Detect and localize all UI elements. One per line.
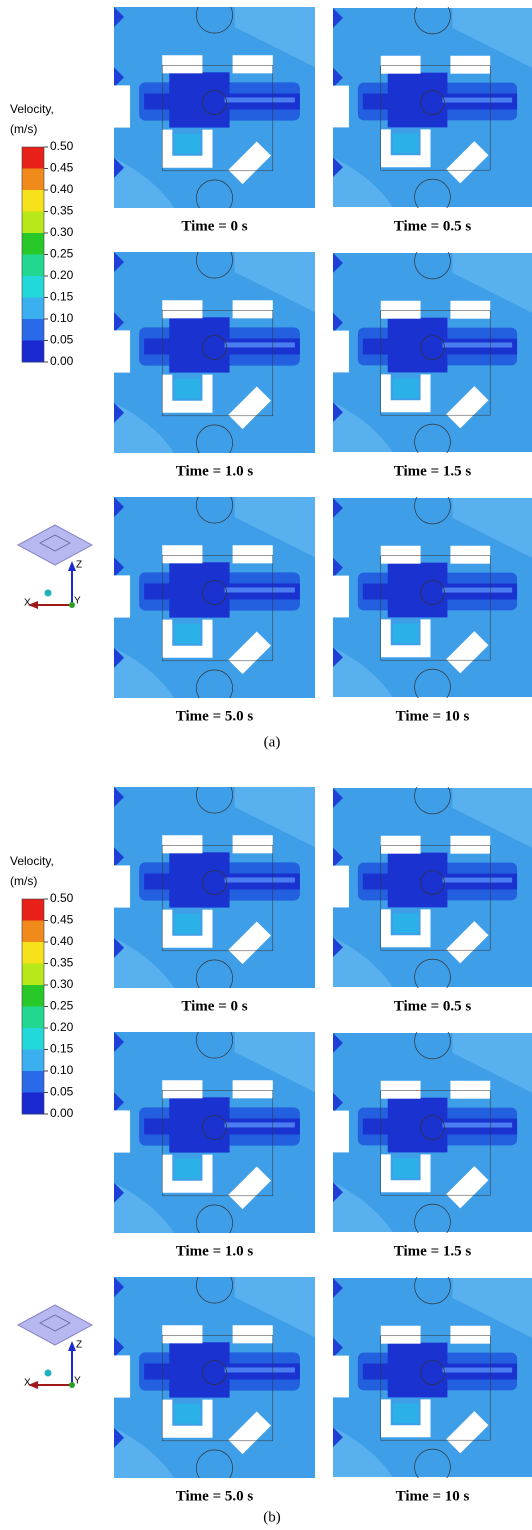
- axis-z-label: Z: [76, 1340, 82, 1351]
- legend-title: Velocity,: [10, 854, 54, 868]
- time-caption: Time = 0.5 s: [394, 218, 472, 234]
- axis-z-head: [68, 1341, 76, 1351]
- colorbar-label: 0.30: [50, 225, 74, 239]
- time-caption: Time = 5.0 s: [176, 1488, 254, 1504]
- colorbar-band: [22, 169, 44, 191]
- colorbar-label: 0.35: [50, 204, 74, 218]
- time-caption: Time = 10 s: [396, 1488, 470, 1504]
- axis-z-head: [68, 561, 76, 571]
- time-caption: Time = 5.0 s: [176, 708, 254, 724]
- time-caption: Time = 0 s: [181, 218, 247, 234]
- time-caption: Time = 1.0 s: [176, 463, 254, 479]
- colorbar-band: [22, 212, 44, 234]
- colorbar-label: 0.10: [50, 311, 74, 325]
- colorbar-band: [22, 964, 44, 986]
- colorbar-label: 0.00: [50, 354, 74, 368]
- figure: Velocity, (m/s) 0.50 0.45 0.40 0.35 0.30 0.25 0.…: [0, 0, 532, 1530]
- colorbar-band: [22, 341, 44, 363]
- view-sphere: [45, 590, 52, 597]
- contour-panel: [333, 0, 532, 215]
- colorbar-band: [22, 985, 44, 1007]
- colorbar-band: [22, 1071, 44, 1093]
- colorbar-label: 0.25: [50, 247, 74, 261]
- contour-panel: [114, 777, 315, 996]
- legend-title: (m/s): [10, 874, 37, 888]
- colorbar-label: 0.05: [50, 333, 74, 347]
- colorbar-band: [22, 1028, 44, 1050]
- subfigure-label: (a): [264, 734, 281, 750]
- colorbar-label: 0.20: [50, 268, 74, 282]
- colorbar-label: 0.40: [50, 934, 74, 948]
- colorbar-band: [22, 298, 44, 320]
- time-caption: Time = 1.5 s: [394, 463, 472, 479]
- colorbar-label: 0.50: [50, 139, 74, 153]
- contour-panel: [333, 1023, 532, 1240]
- contour-panel: [333, 778, 532, 995]
- colorbar-band: [22, 147, 44, 169]
- subfigure-label: (b): [263, 1509, 281, 1525]
- axis-x-label: X: [24, 1378, 31, 1389]
- contour-panel: [114, 0, 315, 216]
- colorbar-label: 0.30: [50, 977, 74, 991]
- axis-y-label: Y: [74, 1376, 81, 1387]
- colorbar-label: 0.50: [50, 891, 74, 905]
- colorbar-band: [22, 1093, 44, 1115]
- contour-panel: [114, 1267, 315, 1486]
- time-caption: Time = 0.5 s: [394, 998, 472, 1014]
- colorbar-band: [22, 276, 44, 298]
- colorbar-label: 0.25: [50, 999, 74, 1013]
- page: {"figures": [ {"legend": {"title": ["Vel…: [0, 0, 532, 1530]
- colorbar-band: [22, 942, 44, 964]
- colorbar-band: [22, 190, 44, 212]
- view-sphere: [45, 1370, 52, 1377]
- colorbar-band: [22, 319, 44, 341]
- contour-panel: [114, 242, 315, 461]
- contour-panel: [333, 243, 532, 460]
- contour-panel: [333, 488, 532, 705]
- colorbar-band: [22, 233, 44, 255]
- colorbar-label: 0.35: [50, 956, 74, 970]
- axis-y-label: Y: [74, 596, 81, 607]
- colorbar-label: 0.20: [50, 1020, 74, 1034]
- colorbar-label: 0.15: [50, 290, 74, 304]
- colorbar-band: [22, 255, 44, 277]
- colorbar-band: [22, 1007, 44, 1029]
- contour-panel: [333, 1268, 532, 1485]
- colorbar-band: [22, 899, 44, 921]
- axis-x-label: X: [24, 598, 31, 609]
- colorbar-label: 0.05: [50, 1085, 74, 1099]
- colorbar-band: [22, 921, 44, 943]
- colorbar-label: 0.40: [50, 182, 74, 196]
- time-caption: Time = 10 s: [396, 708, 470, 724]
- axis-z-label: Z: [76, 560, 82, 571]
- colorbar-label: 0.45: [50, 913, 74, 927]
- colorbar-label: 0.45: [50, 161, 74, 175]
- contour-panel: [114, 487, 315, 706]
- time-caption: Time = 0 s: [181, 998, 247, 1014]
- colorbar-label: 0.15: [50, 1042, 74, 1056]
- contour-panel: [114, 1022, 315, 1241]
- colorbar-band: [22, 1050, 44, 1072]
- time-caption: Time = 1.5 s: [394, 1243, 472, 1259]
- colorbar-label: 0.00: [50, 1106, 74, 1120]
- legend-title: Velocity,: [10, 102, 54, 116]
- colorbar-label: 0.10: [50, 1063, 74, 1077]
- legend-title: (m/s): [10, 122, 37, 136]
- time-caption: Time = 1.0 s: [176, 1243, 254, 1259]
